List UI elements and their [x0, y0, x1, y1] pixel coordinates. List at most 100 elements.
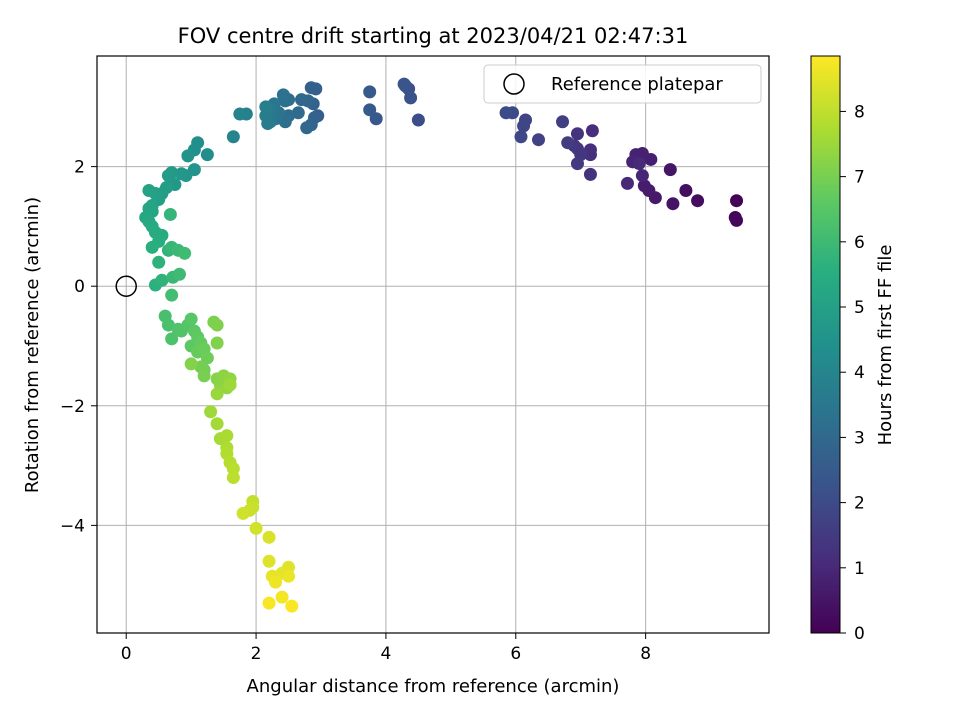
scatter-point — [570, 127, 584, 141]
scatter-point — [184, 312, 198, 326]
scatter-point — [679, 184, 693, 198]
colorbar-tick-label: 4 — [854, 363, 865, 383]
scatter-point — [145, 240, 159, 254]
scatter-point — [269, 575, 283, 589]
scatter-point — [161, 318, 175, 332]
colorbar-gradient — [810, 55, 841, 634]
colorbar-tick-label: 3 — [854, 428, 865, 448]
scatter-point — [666, 197, 680, 211]
scatter-point — [532, 133, 546, 147]
scatter-point — [204, 405, 218, 419]
scatter-point — [499, 106, 513, 120]
scatter-point — [165, 332, 179, 346]
scatter-point — [178, 246, 192, 260]
colorbar: 0 1 2 3 4 5 6 7 8 Hours from first FF file — [810, 55, 896, 644]
scatter-point — [556, 115, 570, 129]
scatter-point — [210, 387, 224, 401]
scatter-point — [369, 112, 383, 126]
scatter-point — [411, 113, 425, 127]
scatter-point — [637, 179, 651, 193]
scatter-point — [226, 130, 240, 144]
scatter-point — [620, 176, 634, 190]
scatter-point — [304, 81, 318, 95]
scatter-point — [259, 100, 273, 114]
legend: Reference platepar — [483, 64, 762, 104]
scatter-point — [155, 273, 169, 287]
y-axis-label: Rotation from reference (arcmin) — [22, 197, 43, 493]
scatter-point — [514, 130, 528, 144]
x-tick-label: 8 — [640, 644, 651, 664]
scatter-point — [404, 91, 418, 105]
y-tick-label: 0 — [74, 277, 85, 297]
scatter-point — [226, 462, 240, 476]
scatter-point — [200, 148, 214, 162]
scatter-point — [210, 417, 224, 431]
scatter-point — [236, 506, 250, 520]
scatter-point — [585, 124, 599, 138]
scatter-point — [249, 521, 263, 535]
colorbar-tick-label: 2 — [854, 494, 865, 514]
colorbar-tick-label: 0 — [854, 624, 865, 644]
scatter-point — [172, 267, 186, 281]
scatter-point — [262, 596, 276, 610]
colorbar-tick-label: 7 — [854, 168, 865, 188]
x-tick-label: 4 — [381, 644, 392, 664]
scatter-point — [363, 85, 377, 99]
scatter-point — [233, 107, 247, 121]
x-tick-label: 2 — [251, 644, 262, 664]
points-layer — [139, 77, 744, 613]
scatter-point — [220, 429, 234, 443]
legend-box — [483, 64, 762, 104]
colorbar-ticks: 0 1 2 3 4 5 6 7 8 — [840, 102, 865, 644]
y-tick-label: −4 — [60, 516, 85, 536]
scatter-point — [632, 157, 646, 171]
scatter-point — [142, 184, 156, 198]
scatter-point — [197, 369, 211, 383]
scatter-point — [663, 163, 677, 177]
scatter-point — [517, 119, 531, 133]
scatter-point — [152, 255, 166, 269]
x-tick-label: 0 — [121, 644, 132, 664]
scatter-point — [226, 471, 240, 485]
scatter-point — [282, 569, 296, 583]
x-axis-label: Angular distance from reference (arcmin) — [247, 676, 620, 697]
legend-reference-icon — [503, 73, 525, 95]
scatter-point — [165, 288, 179, 302]
colorbar-tick-label: 1 — [854, 559, 865, 579]
scatter-point — [570, 157, 584, 171]
scatter-point — [561, 136, 575, 150]
scatter-point — [163, 207, 177, 221]
scatter-point — [583, 167, 597, 181]
x-ticks: 0 2 4 6 8 — [121, 633, 651, 664]
scatter-point — [730, 213, 744, 227]
scatter-point — [295, 93, 309, 107]
scatter-point — [161, 169, 175, 183]
scatter-point — [300, 121, 314, 135]
scatter-point — [184, 357, 198, 371]
scatter-point — [397, 77, 411, 91]
y-ticks: −4 −2 0 2 — [60, 158, 97, 536]
colorbar-tick-label: 8 — [854, 102, 865, 122]
scatter-point — [635, 169, 649, 183]
scatter-point — [276, 88, 290, 102]
y-tick-label: 2 — [74, 158, 85, 178]
x-tick-label: 6 — [510, 644, 521, 664]
legend-entry-label: Reference platepar — [551, 74, 723, 95]
scatter-point — [174, 167, 188, 181]
reference-marker — [115, 275, 137, 297]
scatter-point — [285, 599, 299, 613]
scatter-point — [363, 103, 377, 117]
scatter-point — [583, 148, 597, 162]
scatter-point — [262, 554, 276, 568]
scatter-point — [200, 351, 214, 365]
scatter-point — [181, 149, 195, 163]
plot-frame — [96, 55, 770, 634]
chart-title: FOV centre drift starting at 2023/04/21 … — [178, 24, 689, 48]
colorbar-tick-label: 5 — [854, 298, 865, 318]
scatter-point — [259, 109, 273, 123]
y-tick-label: −2 — [60, 397, 85, 417]
scatter-point — [691, 194, 705, 208]
scatter-point — [210, 318, 224, 332]
colorbar-label: Hours from first FF file — [875, 245, 896, 446]
